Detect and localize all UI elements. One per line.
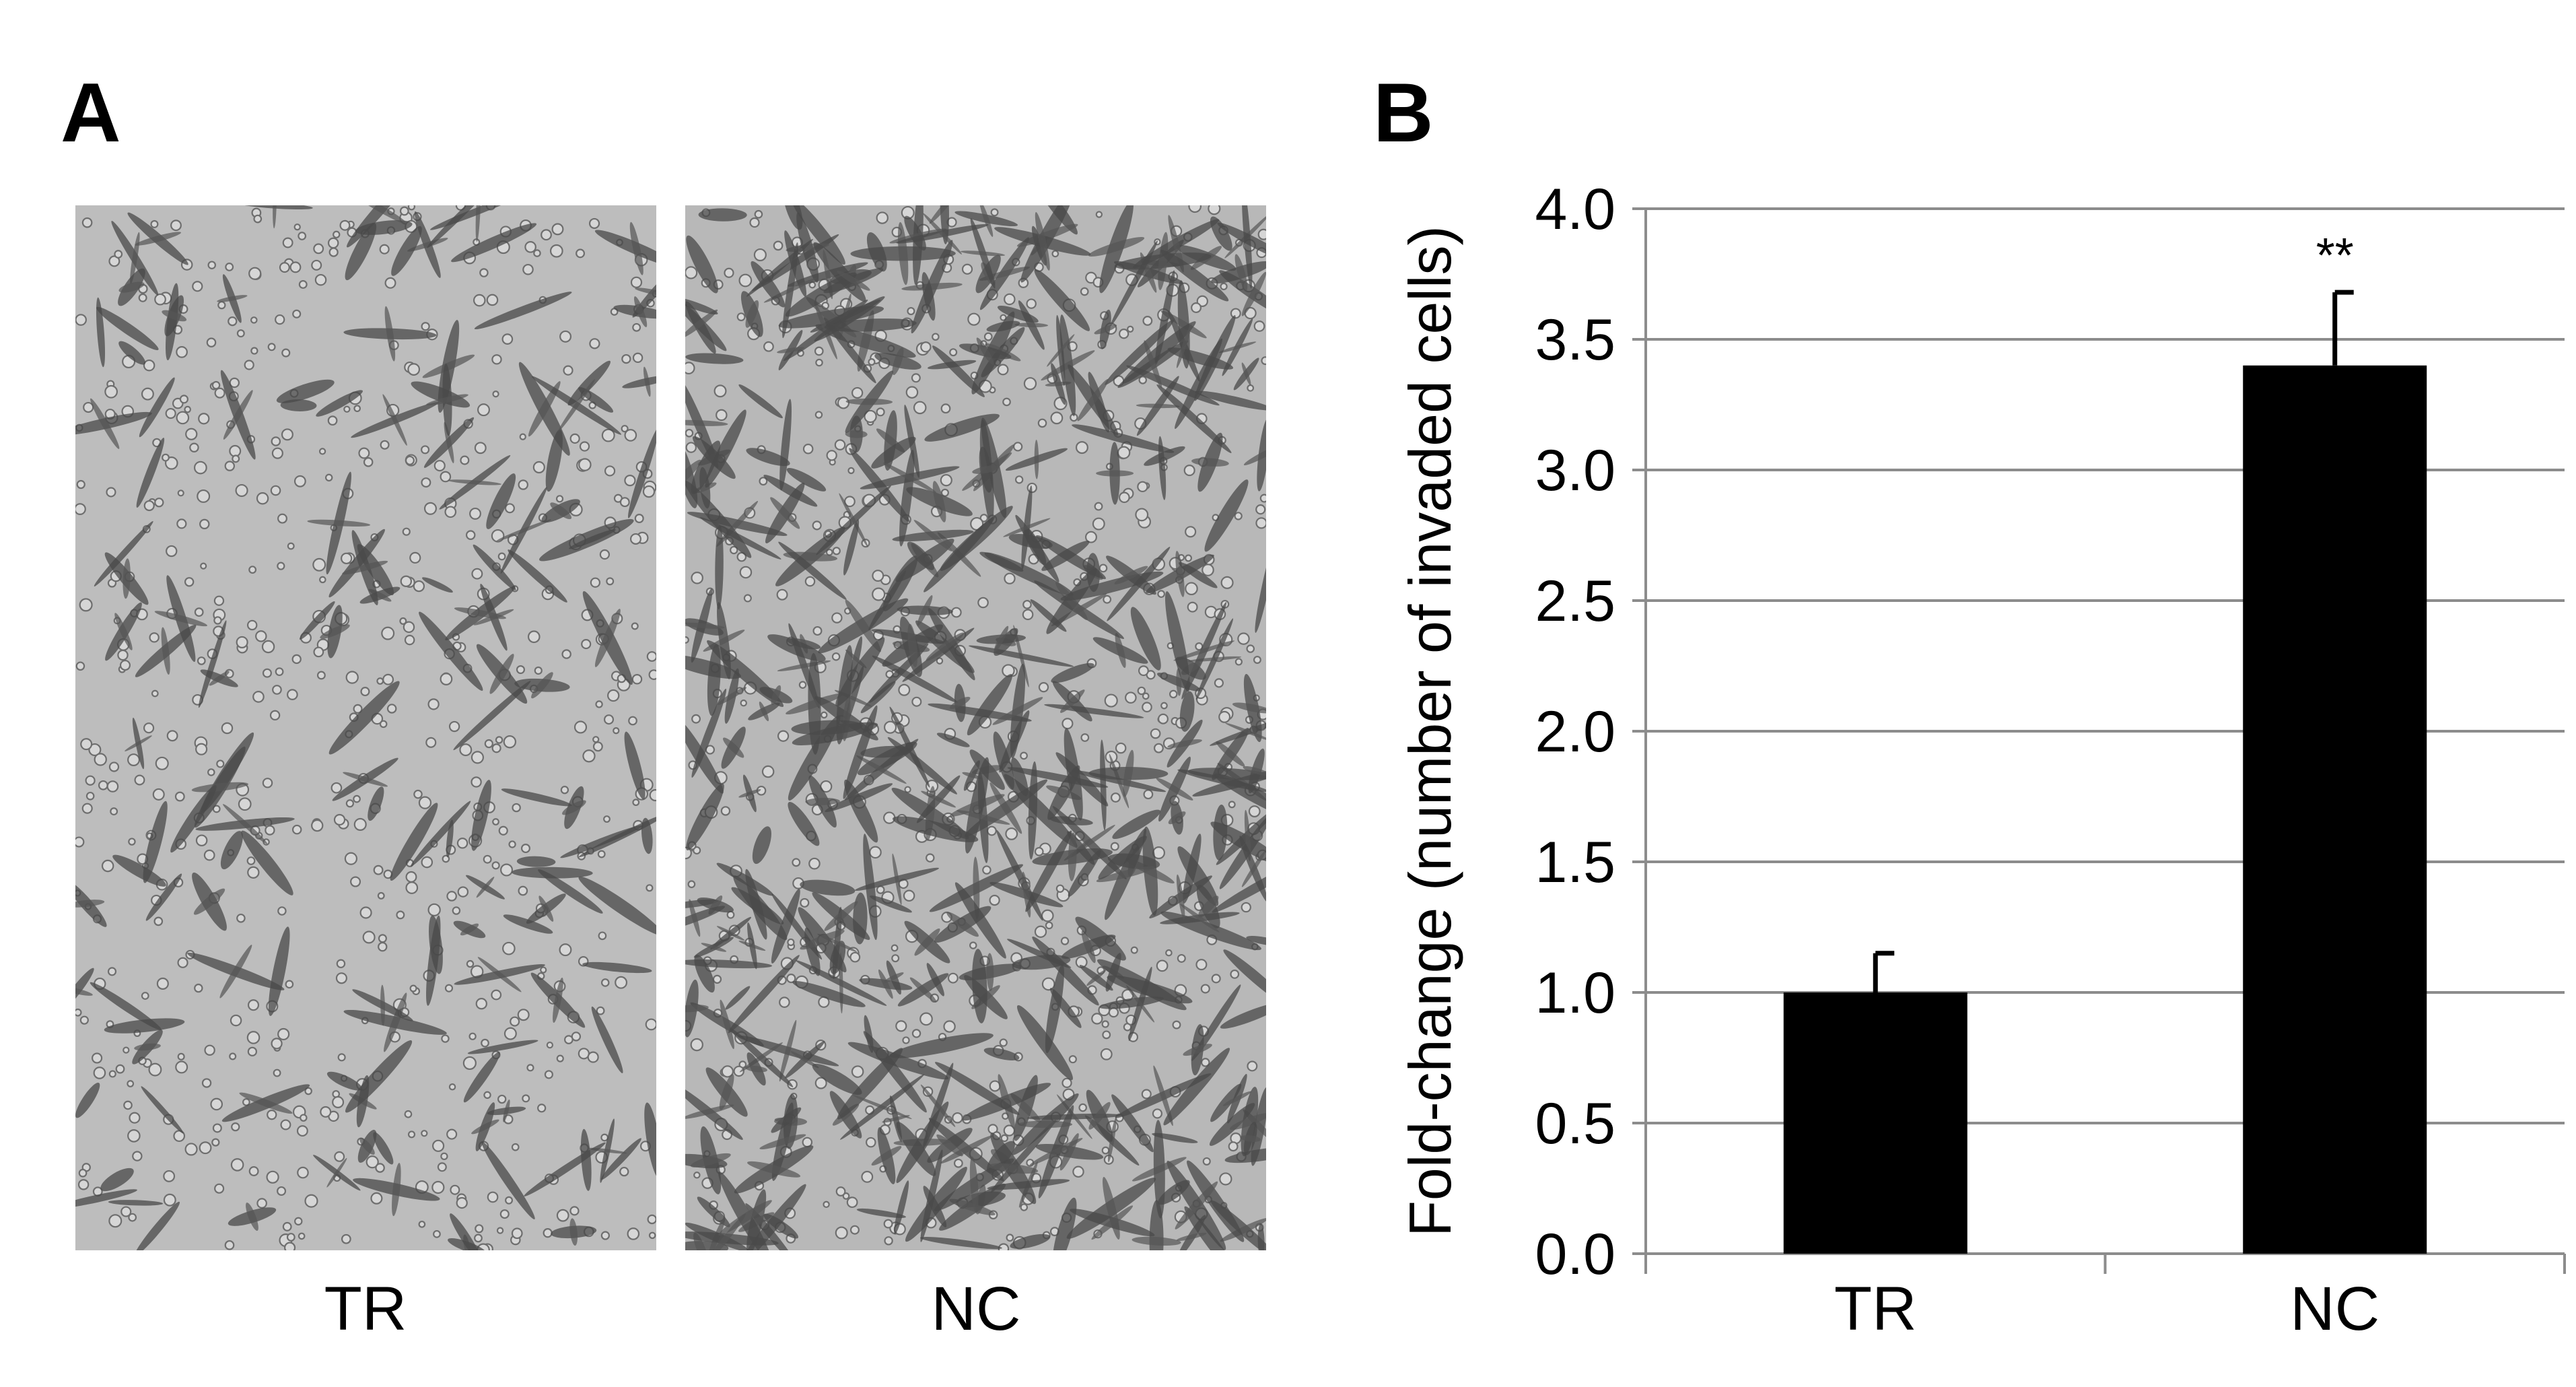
y-tick-label: 0.5 xyxy=(1535,1091,1615,1156)
y-tick-label: 2.5 xyxy=(1535,569,1615,634)
micrograph-nc-label: NC xyxy=(932,1275,1021,1343)
bar-nc xyxy=(2243,365,2427,1254)
y-tick-label: 1.5 xyxy=(1535,830,1615,895)
y-tick-label: 3.0 xyxy=(1535,438,1615,503)
y-tick-label: 0.0 xyxy=(1535,1222,1615,1287)
micrograph-tr-label: TR xyxy=(324,1275,407,1343)
panel-a-letter: A xyxy=(61,67,121,160)
x-tick-label-tr: TR xyxy=(1834,1275,1917,1343)
y-tick-label: 3.5 xyxy=(1535,308,1615,372)
y-axis-title: Fold-change (number of invaded cells) xyxy=(1397,226,1463,1237)
bar-tr xyxy=(1783,992,1968,1254)
y-tick-label: 2.0 xyxy=(1535,700,1615,764)
bar-chart: 0.0 0.5 1.0 1.5 2.0 2.5 3.0 3.5 4.0 TR NC ** Fold-ch… xyxy=(1397,177,2566,1343)
y-tick-label: 4.0 xyxy=(1535,177,1615,242)
significance-marker: ** xyxy=(2316,229,2354,283)
y-tick-label: 1.0 xyxy=(1535,961,1615,1025)
micrograph-tr xyxy=(75,205,656,1250)
micrograph-nc xyxy=(685,205,1266,1250)
panel-b-letter: B xyxy=(1373,67,1434,160)
x-tick-label-nc: NC xyxy=(2290,1275,2379,1343)
